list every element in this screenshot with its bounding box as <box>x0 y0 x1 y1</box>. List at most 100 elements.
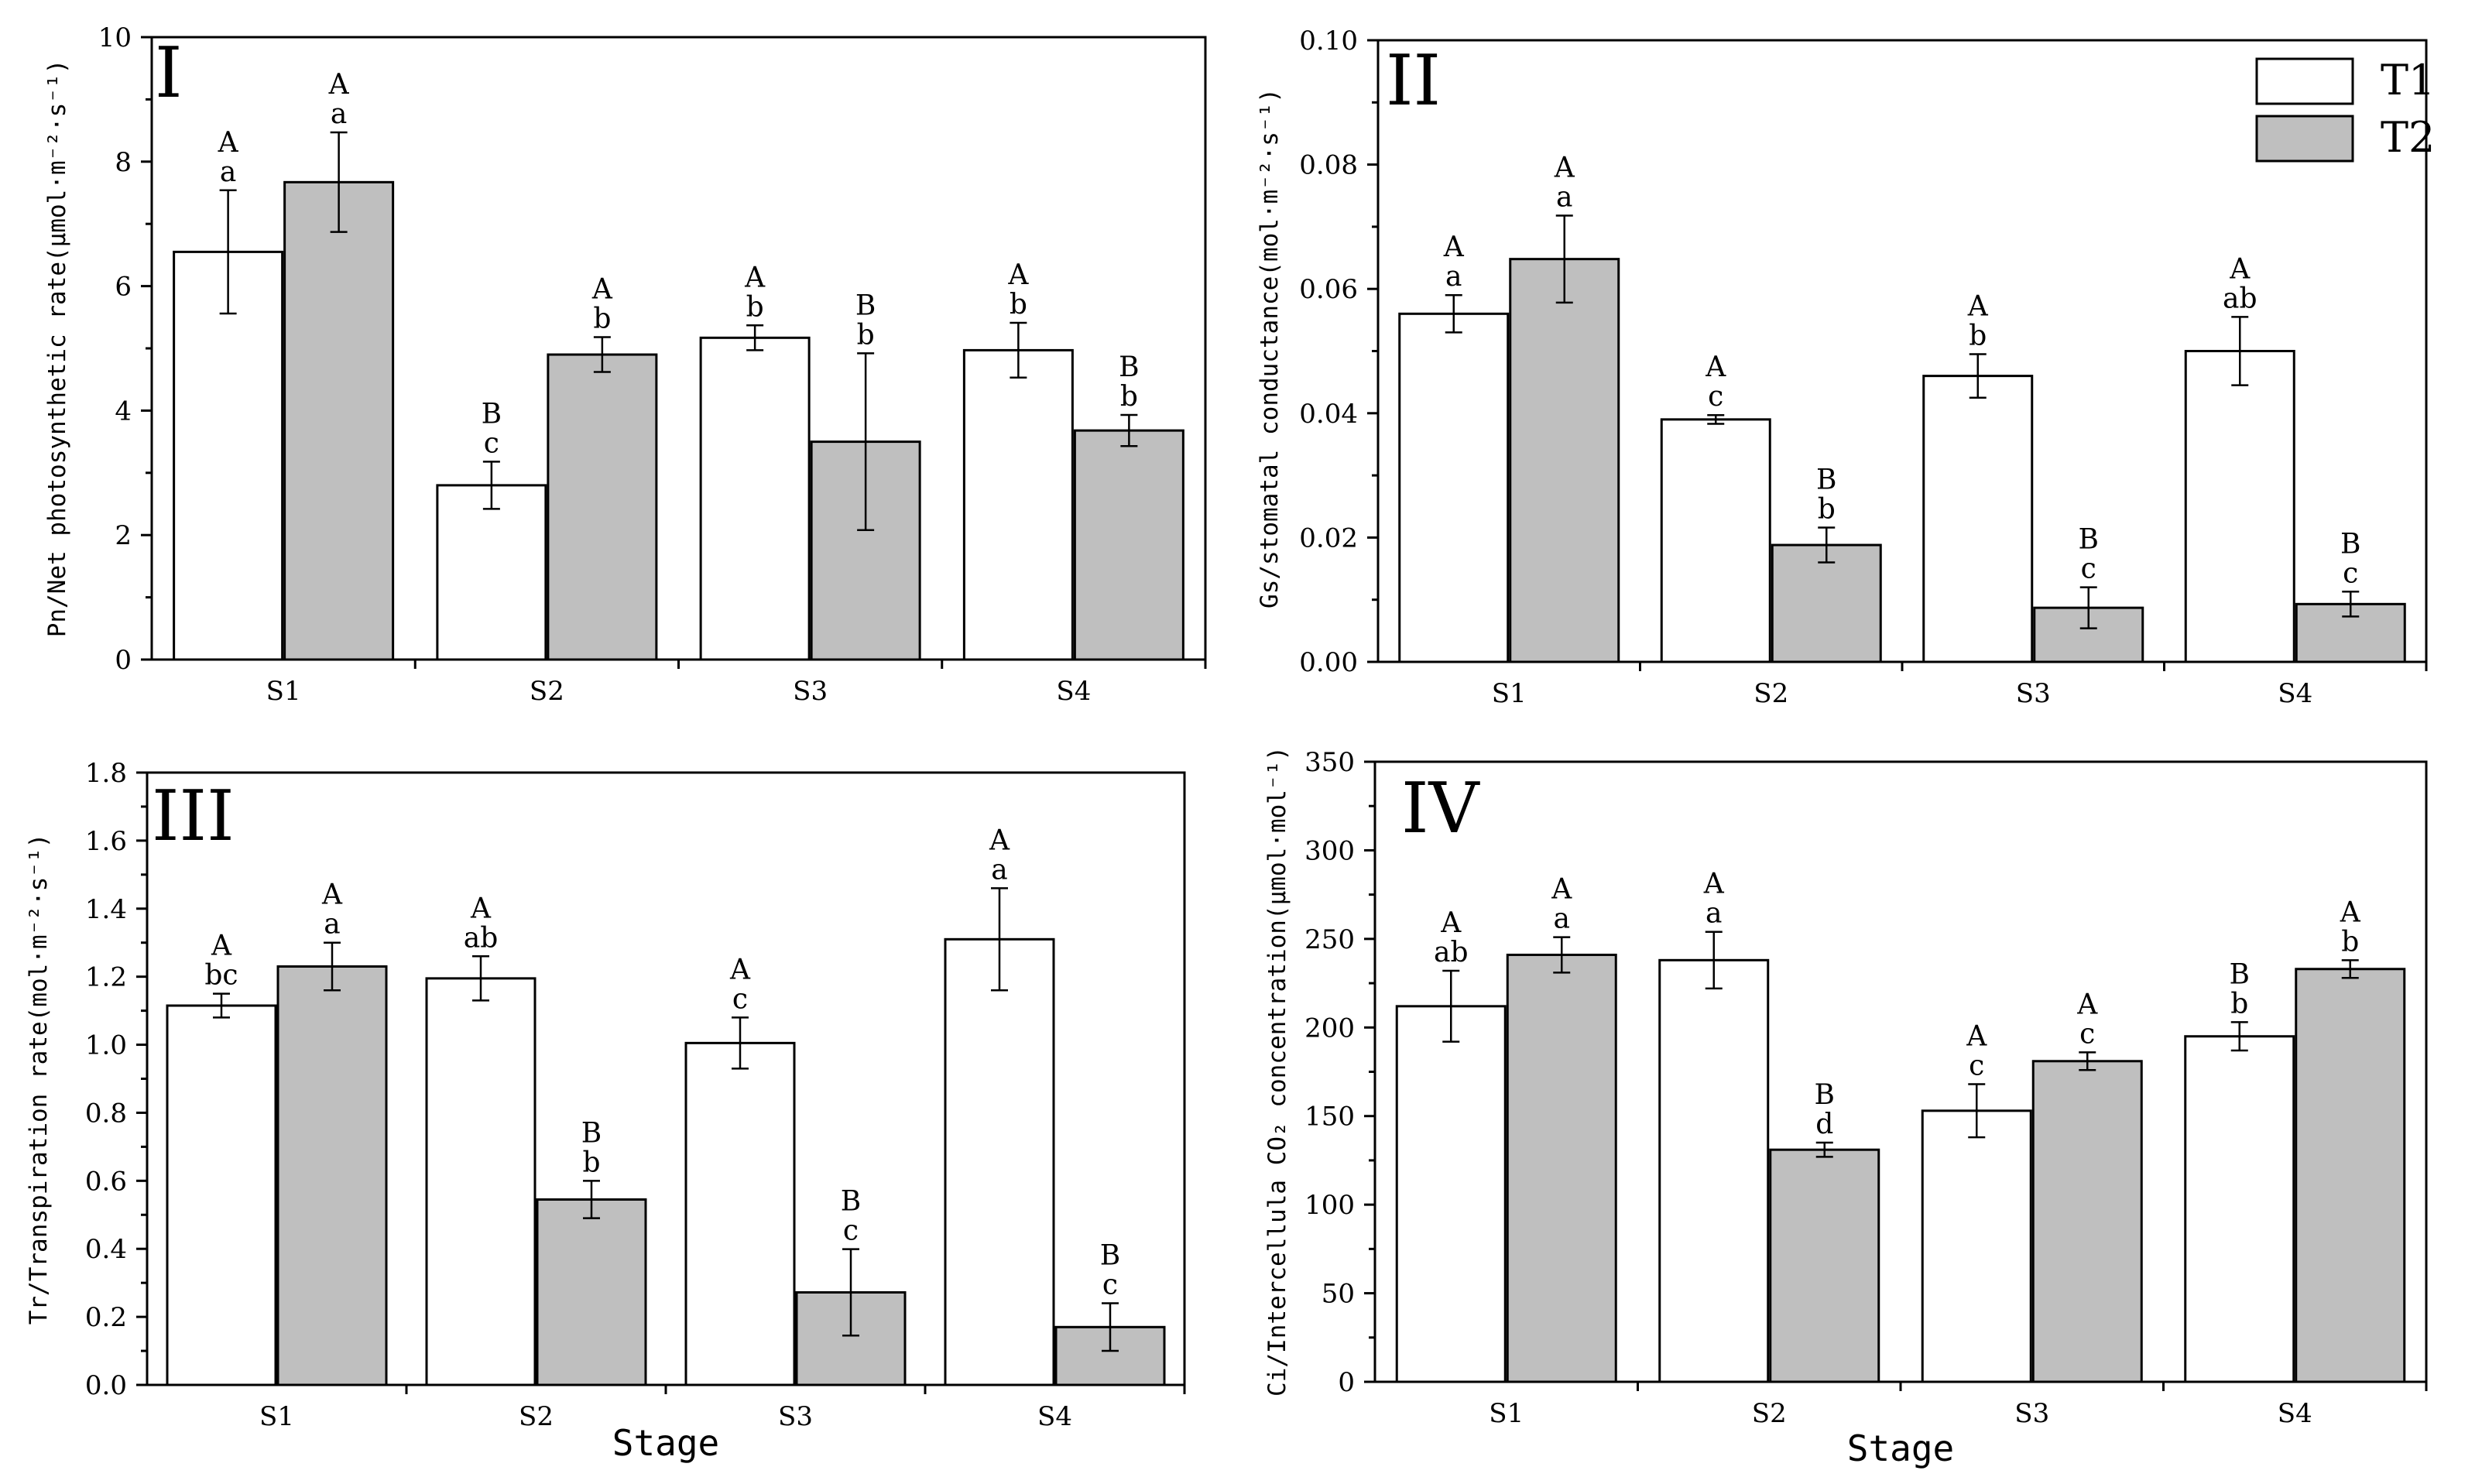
panel-label: I <box>155 33 183 114</box>
significance-lower: c <box>1969 1050 1984 1082</box>
significance-upper: B <box>1100 1240 1120 1272</box>
significance-upper: A <box>1443 231 1465 263</box>
bar-t1 <box>2184 350 2295 663</box>
significance-lower: b <box>582 1146 600 1178</box>
bar-t1 <box>1658 958 1770 1383</box>
x-tick-label: S1 <box>1489 1398 1524 1429</box>
significance-lower: b <box>1010 289 1027 320</box>
legend-swatch-t1 <box>2255 57 2354 105</box>
significance-lower: a <box>1706 898 1722 930</box>
y-tick-label: 0.08 <box>1299 150 1358 181</box>
x-tick-label: S2 <box>1754 678 1788 709</box>
legend-swatch-t2 <box>2255 115 2354 163</box>
y-tick-label: 0.8 <box>85 1098 127 1129</box>
significance-lower: b <box>1818 494 1836 526</box>
significance-upper: B <box>855 290 876 321</box>
bar-t2 <box>1509 258 1620 663</box>
bar-t2 <box>2295 968 2406 1383</box>
bar-t2 <box>1771 543 1882 663</box>
significance-lower: b <box>1969 320 1987 352</box>
y-tick-label: 300 <box>1304 835 1355 866</box>
x-tick-label: S1 <box>259 1401 294 1432</box>
y-tick-label: 0.4 <box>85 1234 127 1265</box>
significance-upper: B <box>2340 528 2360 560</box>
bar-t2 <box>536 1198 647 1386</box>
significance-upper: B <box>1119 351 1139 383</box>
significance-lower: ab <box>1434 937 1469 968</box>
y-tick-label: 150 <box>1304 1102 1355 1133</box>
panel-label: IV <box>1401 768 1481 849</box>
bar-t1 <box>1395 1005 1507 1383</box>
bar-t2 <box>276 965 388 1386</box>
significance-upper: B <box>2230 958 2250 990</box>
y-tick-label: 2 <box>115 520 132 551</box>
significance-lower: a <box>220 156 236 188</box>
significance-lower: a <box>331 98 347 130</box>
significance-upper: A <box>1967 291 1989 323</box>
significance-upper: A <box>470 893 492 924</box>
significance-lower: c <box>1708 381 1723 413</box>
x-tick-label: S4 <box>1037 1401 1072 1432</box>
significance-upper: A <box>1007 259 1029 291</box>
significance-lower: ab <box>464 922 499 954</box>
x-tick-label: S3 <box>2014 1398 2049 1429</box>
x-axis-label: Stage <box>1847 1427 1954 1469</box>
significance-upper: B <box>1815 1079 1835 1111</box>
significance-lower: bc <box>204 960 238 992</box>
x-tick-label: S2 <box>519 1401 554 1432</box>
significance-upper: A <box>989 824 1010 856</box>
bar-t2 <box>2031 1060 2143 1383</box>
y-tick-label: 0.00 <box>1299 647 1358 678</box>
legend-label: T2 <box>2381 113 2435 162</box>
y-tick-label: 0.10 <box>1299 26 1358 57</box>
y-tick-label: 200 <box>1304 1013 1355 1044</box>
bar-t1 <box>1398 312 1510 663</box>
x-tick-label: S3 <box>793 676 828 707</box>
significance-upper: A <box>729 954 751 985</box>
significance-lower: d <box>1815 1109 1833 1140</box>
bar-t1 <box>684 1041 796 1386</box>
y-tick-label: 6 <box>115 272 132 303</box>
significance-lower: a <box>1556 181 1572 213</box>
significance-upper: A <box>2229 253 2251 285</box>
x-tick-label: S1 <box>266 676 301 707</box>
significance-upper: A <box>1440 907 1462 939</box>
y-tick-label: 50 <box>1322 1279 1355 1310</box>
significance-upper: A <box>1551 874 1572 906</box>
bar-t2 <box>283 180 395 661</box>
x-tick-label: S1 <box>1492 678 1527 709</box>
y-axis-label: Gs/stomatal conductance(mol·m⁻²·s⁻¹) <box>1256 88 1284 608</box>
y-tick-label: 0.2 <box>85 1302 127 1333</box>
bar-t1 <box>166 1004 277 1386</box>
significance-lower: c <box>732 983 748 1015</box>
significance-lower: b <box>746 291 764 323</box>
significance-lower: ab <box>2223 283 2257 314</box>
significance-lower: b <box>857 319 875 351</box>
significance-upper: A <box>321 879 343 911</box>
significance-lower: b <box>2230 988 2248 1020</box>
significance-lower: a <box>1445 261 1462 293</box>
bar-t1 <box>436 484 547 661</box>
bar-t1 <box>944 937 1055 1386</box>
bar-t2 <box>810 440 921 661</box>
legend-label: T1 <box>2381 56 2435 105</box>
y-axis-label: Tr/Transpiration rate(mol·m⁻²·s⁻¹) <box>25 834 53 1325</box>
significance-upper: B <box>841 1186 861 1218</box>
bar-t1 <box>1922 375 2034 663</box>
y-tick-label: 1.8 <box>85 758 127 789</box>
y-tick-label: 0.04 <box>1299 399 1358 430</box>
x-tick-label: S2 <box>530 676 564 707</box>
significance-upper: B <box>581 1117 602 1149</box>
y-tick-label: 0.0 <box>85 1370 127 1401</box>
x-tick-label: S3 <box>778 1401 813 1432</box>
significance-lower: b <box>2341 926 2359 958</box>
significance-upper: A <box>1966 1021 1987 1053</box>
bar-t2 <box>1073 429 1184 661</box>
significance-lower: c <box>2079 1018 2095 1050</box>
y-tick-label: 250 <box>1304 924 1355 955</box>
bar-t1 <box>425 977 537 1386</box>
y-tick-label: 1.2 <box>85 962 127 993</box>
